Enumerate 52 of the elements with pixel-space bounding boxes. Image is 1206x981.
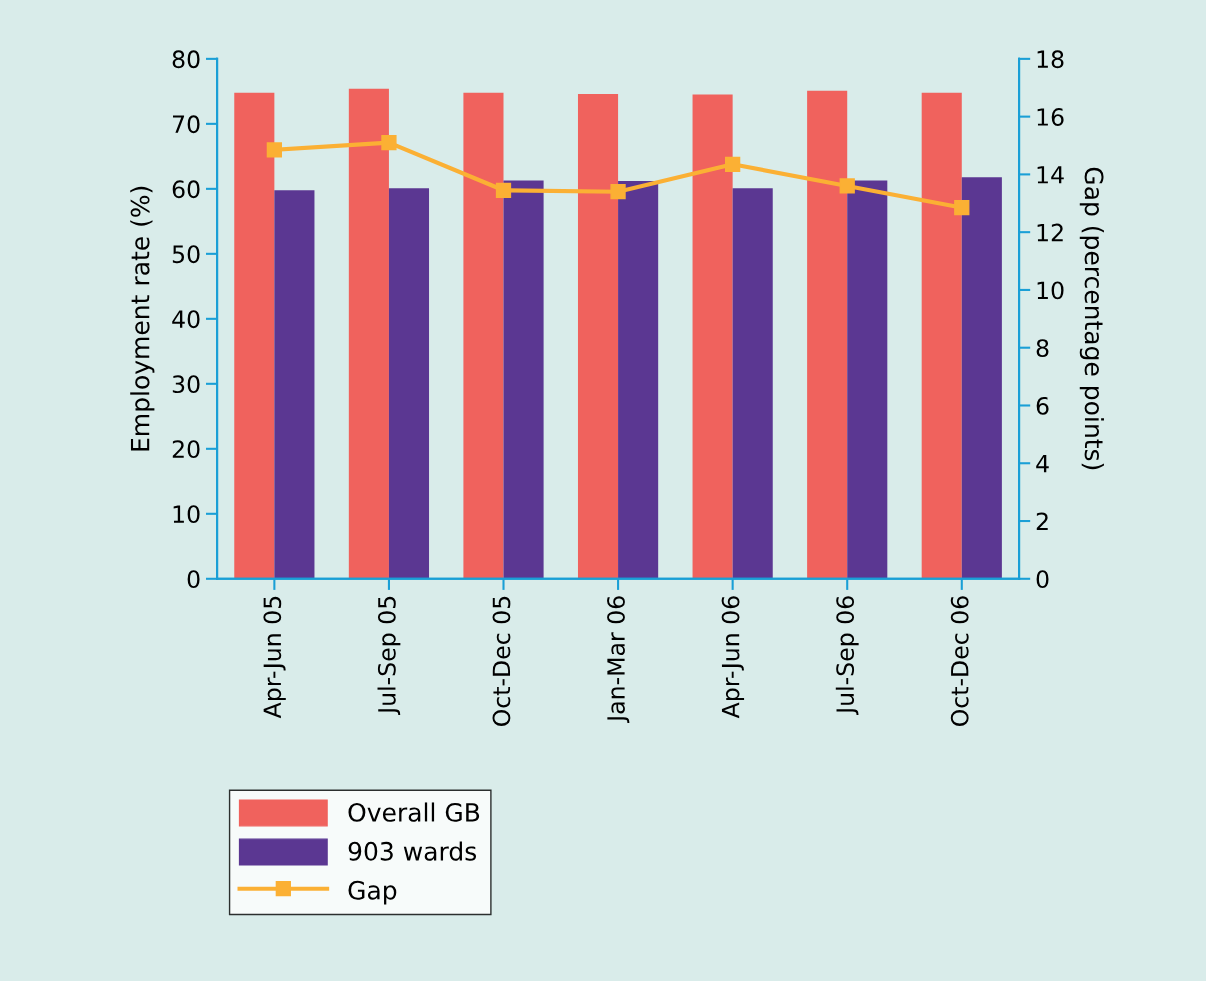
bar [234, 92, 275, 579]
y2-tick-label: 2 [1036, 512, 1048, 530]
bar [503, 180, 544, 579]
y2-tick-label: 0 [1036, 570, 1049, 589]
y-tick-label: 70 [173, 115, 200, 134]
legend-label: Gap [348, 880, 397, 905]
y2-tick-label: 6 [1036, 396, 1049, 415]
y-tick-label: 80 [172, 50, 200, 69]
bar [732, 188, 773, 579]
bar [274, 190, 315, 579]
y-tick-label: 20 [172, 440, 200, 459]
y2-tick-label: 12 [1037, 223, 1063, 242]
y-tick-label: 60 [172, 180, 200, 199]
x-tick-label: Apr-Jun 06 [721, 596, 745, 719]
point [266, 142, 283, 158]
bar [921, 92, 962, 579]
x-tick-label: Jul-Sep 05 [377, 596, 401, 716]
bar [463, 92, 504, 579]
x-tick-label: Apr-Jun 05 [263, 596, 286, 719]
bar [961, 177, 1002, 579]
bar [807, 90, 848, 579]
point [610, 184, 626, 200]
point [495, 182, 512, 198]
bar [618, 181, 659, 579]
bar [692, 94, 733, 579]
y2-tick-label: 8 [1036, 339, 1049, 358]
y2-tick-label: 4 [1036, 455, 1049, 473]
point [839, 178, 855, 194]
point [381, 134, 397, 151]
bar [847, 180, 888, 579]
y2-tick-label: 14 [1037, 166, 1064, 184]
y-tick-label: 40 [172, 310, 200, 329]
y2-tick-label: 18 [1037, 50, 1064, 69]
x-tick-label: Oct-Dec 06 [950, 596, 969, 727]
x-tick-label: Oct-Dec 05 [492, 596, 511, 727]
y2-axis-title: Gap (percentage points) [1079, 167, 1104, 470]
bar [577, 93, 619, 579]
y2-tick-label: 10 [1037, 281, 1064, 300]
y-tick-label: 50 [172, 245, 200, 264]
y-tick-label: 30 [172, 375, 200, 394]
bar [388, 188, 430, 579]
y-tick-label: 10 [173, 505, 200, 524]
y-tick-label: 0 [187, 570, 200, 589]
y-axis-title: Employment rate (%) [130, 186, 155, 451]
legend-label: Overall GB [348, 802, 480, 822]
x-tick-label: Jul-Sep 06 [835, 596, 859, 716]
point [725, 156, 741, 172]
bar [348, 88, 389, 579]
point [954, 199, 970, 216]
y2-tick-label: 16 [1037, 108, 1064, 126]
legend-label: 903 wards [348, 841, 477, 861]
x-tick-label: Jan-Mar 06 [607, 596, 630, 723]
